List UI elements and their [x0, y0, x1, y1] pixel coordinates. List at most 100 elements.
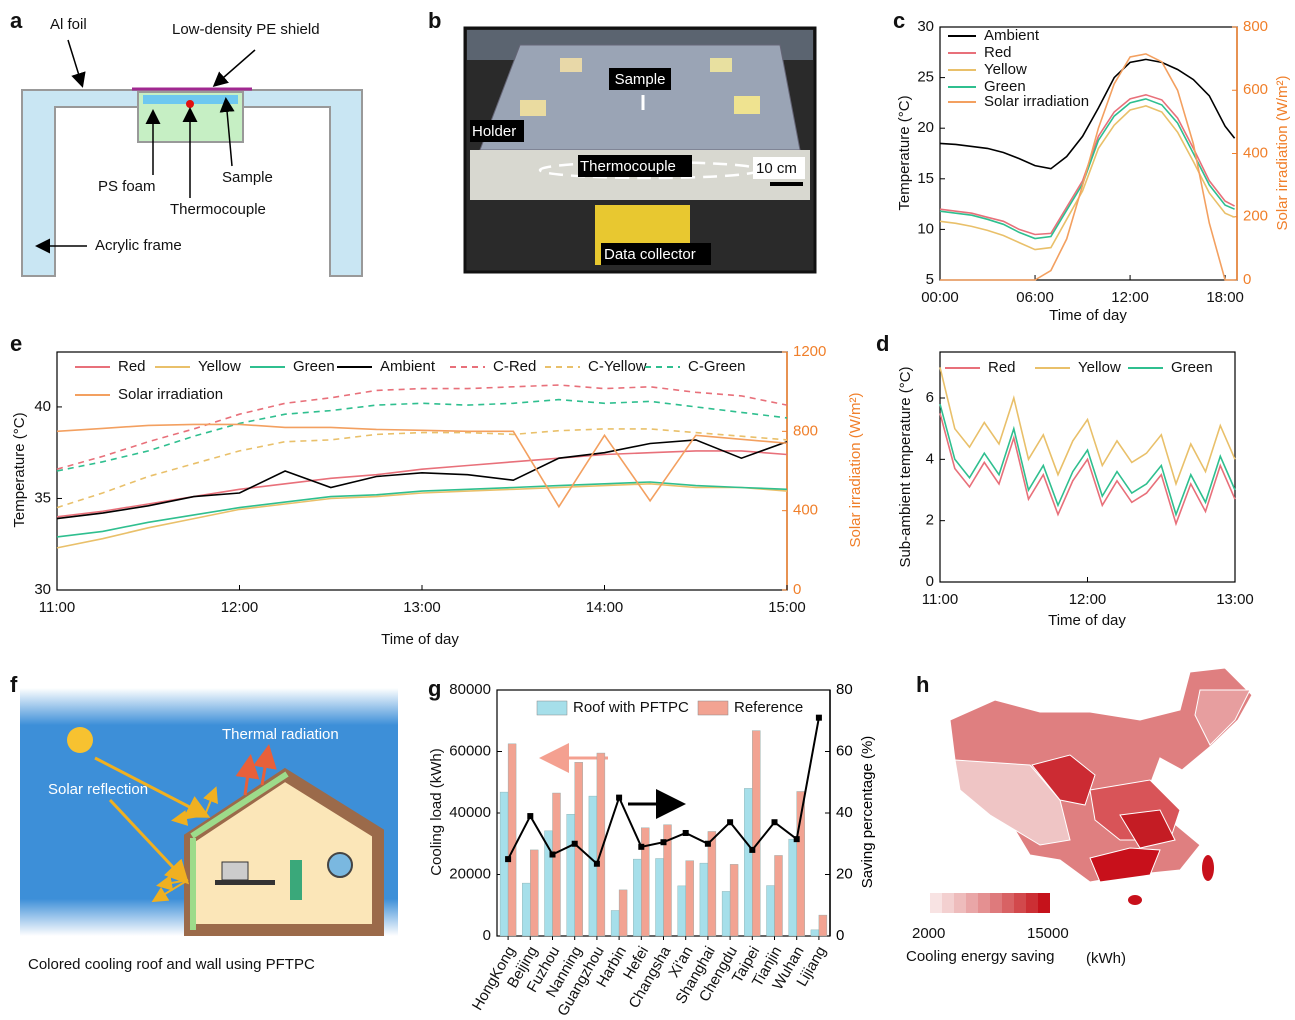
arrow — [68, 40, 82, 85]
y-tick-label: 4 — [926, 450, 934, 467]
bar — [775, 855, 783, 936]
x-tick-label: 12:00 — [1069, 591, 1107, 608]
sun — [67, 727, 93, 753]
bar — [567, 814, 575, 936]
line-marker — [572, 841, 578, 847]
colorbar — [930, 893, 1050, 913]
y-tick-label: 40 — [34, 398, 51, 415]
y-tick-label: 60000 — [449, 742, 491, 759]
label: Thermocouple — [170, 201, 266, 218]
panel-label: e — [10, 331, 22, 356]
y2-tick-label: 600 — [1243, 81, 1268, 98]
x-axis-label: Time of day — [1048, 612, 1126, 629]
y-axis-label: Sub-ambient temperature (°C) — [897, 366, 914, 567]
label: Low-density PE shield — [172, 21, 320, 38]
caption: Colored cooling roof and wall using PFTP… — [28, 956, 315, 973]
line-marker — [727, 819, 733, 825]
bar — [611, 910, 619, 936]
y-tick-label: 10 — [917, 220, 934, 237]
bar — [633, 859, 641, 936]
legend-label: Red — [984, 44, 1012, 61]
line-marker — [550, 852, 556, 858]
x-axis-label: Time of day — [381, 631, 459, 648]
map-region — [1128, 895, 1142, 905]
y-tick-label: 30 — [34, 581, 51, 598]
y-tick-label: 40000 — [449, 804, 491, 821]
series-line — [57, 482, 787, 537]
line-marker — [616, 795, 622, 801]
series-line — [940, 413, 1235, 523]
panel-label: b — [428, 8, 441, 33]
y-tick-label: 0 — [926, 573, 934, 590]
y2-axis-label: Saving percentage (%) — [859, 736, 876, 889]
panel-label: a — [10, 8, 23, 33]
colorbar-label: 2000 — [912, 925, 945, 942]
panel-a: a Al foil Low-density PE shield PS foam … — [10, 8, 362, 276]
colorbar-label: 15000 — [1027, 925, 1069, 942]
legend-label: C-Yellow — [588, 358, 647, 375]
line-marker — [816, 715, 822, 721]
bar — [752, 731, 760, 936]
legend-label: Yellow — [198, 358, 241, 375]
line-marker — [683, 830, 689, 836]
label: Thermocouple — [580, 158, 676, 175]
plot-frame — [940, 352, 1235, 582]
legend-label: Reference — [734, 699, 803, 716]
x-tick-label: 13:00 — [1216, 591, 1254, 608]
y-tick-label: 80000 — [449, 681, 491, 698]
series-line — [940, 95, 1235, 235]
bar — [619, 890, 627, 936]
y-tick-label: 35 — [34, 489, 51, 506]
y-tick-label: 5 — [926, 271, 934, 288]
legend-label: Ambient — [380, 358, 436, 375]
legend-label: C-Green — [688, 358, 746, 375]
bar — [500, 792, 508, 936]
x-tick-label: 11:00 — [922, 591, 958, 608]
bar — [508, 744, 516, 936]
line-marker — [594, 861, 600, 867]
label: Thermal radiation — [222, 726, 339, 743]
y2-tick-label: 400 — [1243, 144, 1268, 161]
x-tick-label: 11:00 — [39, 599, 75, 616]
device — [222, 862, 248, 880]
x-axis-label: Time of day — [1049, 307, 1127, 324]
panel-label: g — [428, 676, 441, 701]
panel-label: f — [10, 672, 18, 697]
x-tick-label: 00:00 — [921, 289, 959, 306]
line-marker — [749, 847, 755, 853]
line-marker — [638, 844, 644, 850]
y2-tick-label: 40 — [836, 804, 853, 821]
y-tick-label: 6 — [926, 389, 934, 406]
bar — [811, 930, 819, 936]
line-marker — [772, 819, 778, 825]
bar — [522, 883, 530, 936]
y-tick-label: 0 — [483, 927, 491, 944]
y2-tick-label: 200 — [1243, 208, 1268, 225]
legend-label: Solar irradiation — [118, 386, 223, 403]
y2-tick-label: 0 — [836, 927, 844, 944]
panel-b: b Sample Holder Thermocouple 10 cm Data … — [428, 8, 815, 272]
bar — [700, 863, 708, 936]
x-tick-label: 18:00 — [1206, 289, 1244, 306]
legend-label: Solar irradiation — [984, 93, 1089, 110]
legend-label: Red — [988, 359, 1016, 376]
sample-shape — [710, 58, 732, 72]
label: Sample — [615, 71, 666, 88]
x-tick-label: 06:00 — [1016, 289, 1054, 306]
caption: Cooling energy saving — [906, 948, 1054, 965]
x-tick-label: 15:00 — [768, 599, 806, 616]
arrow — [215, 50, 255, 85]
y2-tick-label: 60 — [836, 742, 853, 759]
legend-swatch — [537, 701, 567, 715]
label: 10 cm — [756, 160, 797, 177]
legend-label: Roof with PFTPC — [573, 699, 689, 716]
bar — [686, 861, 694, 936]
bar — [530, 850, 538, 936]
bar — [819, 915, 827, 936]
panel-label: c — [893, 8, 905, 33]
bar — [730, 864, 738, 936]
y2-axis-label: Solar irradiation (W/m²) — [847, 392, 864, 547]
label: Acrylic frame — [95, 237, 182, 254]
series-line — [57, 484, 787, 548]
line-marker — [705, 841, 711, 847]
